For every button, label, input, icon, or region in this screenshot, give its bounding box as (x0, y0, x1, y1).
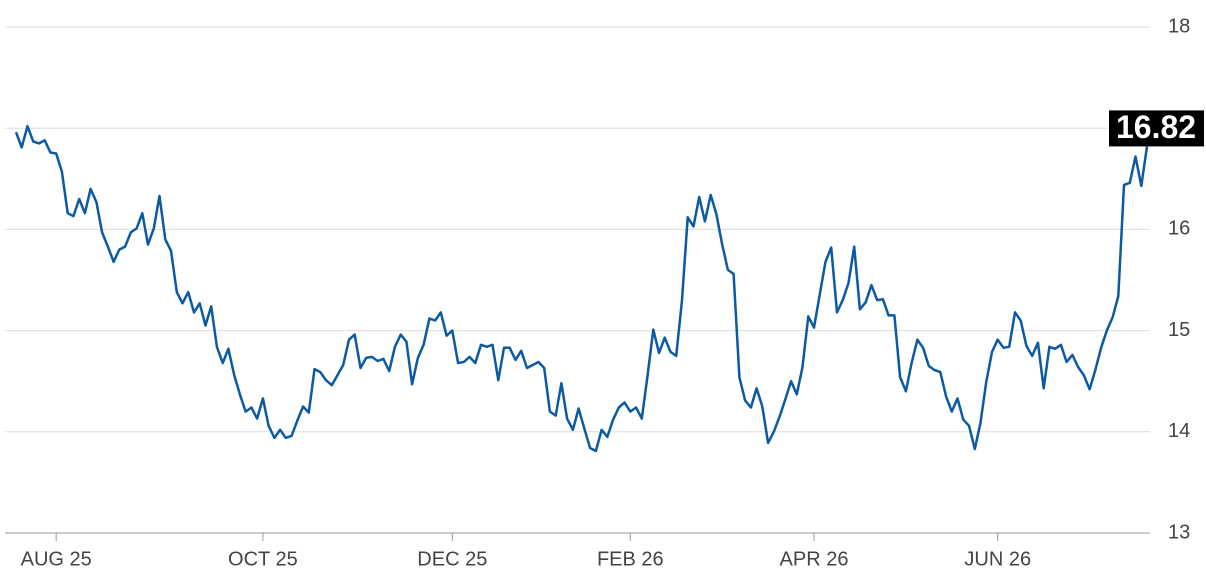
x-tick-label: FEB 26 (597, 548, 664, 570)
x-tick-label: DEC 25 (417, 548, 487, 570)
y-tick-label: 14 (1168, 420, 1190, 442)
y-tick-label: 13 (1168, 521, 1190, 543)
x-tick-label: JUN 26 (964, 548, 1031, 570)
x-tick-label: APR 26 (780, 548, 849, 570)
last-value-box (1109, 110, 1204, 147)
price-line (14, 124, 1149, 453)
last-value-label: 16.82 (1116, 109, 1196, 145)
x-tick-label: AUG 25 (21, 548, 92, 570)
y-tick-label: 15 (1168, 319, 1190, 341)
y-tick-label: 16 (1168, 218, 1190, 240)
y-tick-label: 18 (1168, 15, 1190, 37)
x-tick-label: OCT 25 (228, 548, 298, 570)
